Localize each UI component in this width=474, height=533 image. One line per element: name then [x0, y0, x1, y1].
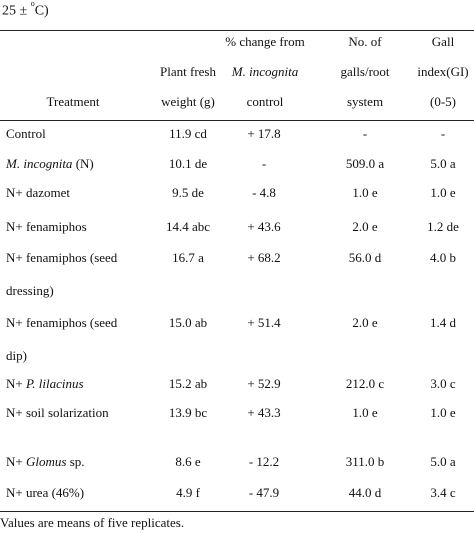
- gall-index-cell: 5.0 a: [430, 454, 456, 469]
- table-caption: 25 ± oC): [2, 0, 49, 20]
- weight-cell: 15.0 ab: [168, 315, 208, 330]
- treatment-text: Control: [6, 126, 46, 141]
- treatment-cell: N+ fenamiphos (seed: [6, 315, 117, 331]
- header-gall-line2: index(GI): [417, 64, 469, 79]
- galls-cell: 1.0 e: [352, 405, 378, 420]
- treatment-text: N+: [6, 454, 26, 469]
- galls-cell: 509.0 a: [345, 156, 385, 171]
- treatment-species: M. incognita: [6, 156, 73, 171]
- galls-cell: 2.0 e: [352, 219, 378, 234]
- header-change-line1: % change from: [225, 34, 305, 49]
- change-cell: - 47.9: [248, 485, 280, 500]
- change-cell: - 12.2: [248, 454, 280, 469]
- galls-cell: 311.0 b: [345, 454, 385, 469]
- treatment-cell-continued: dressing): [6, 283, 54, 298]
- weight-cell: 16.7 a: [172, 250, 204, 265]
- header-rule: [0, 120, 474, 121]
- change-cell: + 68.2: [247, 250, 281, 265]
- gall-index-cell: 4.0 b: [430, 250, 456, 265]
- change-cell: + 17.8: [247, 126, 281, 141]
- galls-cell: -: [362, 126, 368, 141]
- caption-unit: C): [34, 3, 49, 19]
- weight-cell: 15.2 ab: [168, 376, 208, 391]
- header-treatment: Treatment: [46, 94, 100, 109]
- treatment-cell: N+ Glomus sp.: [6, 454, 85, 470]
- treatment-text: N+ fenamiphos (seed: [6, 315, 118, 330]
- treatment-cell: N+ urea (46%): [6, 485, 84, 501]
- gall-index-cell: 1.0 e: [430, 405, 456, 420]
- galls-cell: 44.0 d: [348, 485, 382, 500]
- treatment-suffix: sp.: [66, 454, 85, 469]
- change-cell: + 52.9: [247, 376, 281, 391]
- treatment-cell: N+ P. lilacinus: [6, 376, 84, 392]
- weight-cell: 13.9 bc: [168, 405, 208, 420]
- weight-cell: 8.6 e: [175, 454, 201, 469]
- header-change-line3: control: [246, 94, 284, 109]
- galls-cell: 2.0 e: [352, 315, 378, 330]
- caption-text: 25 ±: [2, 3, 31, 19]
- treatment-cell: N+ dazomet: [6, 185, 70, 201]
- change-cell: -: [261, 156, 267, 171]
- treatment-cell: Control: [6, 126, 46, 142]
- weight-cell: 14.4 abc: [165, 219, 211, 234]
- galls-cell: 1.0 e: [352, 185, 378, 200]
- galls-cell: 56.0 d: [348, 250, 382, 265]
- change-cell: + 43.6: [247, 219, 281, 234]
- header-gall-line3: (0-5): [430, 94, 456, 109]
- header-weight-line2: weight (g): [161, 94, 215, 109]
- treatment-text: N+ dazomet: [6, 185, 71, 200]
- change-cell: + 51.4: [247, 315, 281, 330]
- treatment-cell-continued: dip): [6, 348, 27, 363]
- change-cell: + 43.3: [247, 405, 281, 420]
- treatment-text: N+ urea (46%): [6, 485, 85, 500]
- gall-index-cell: 3.0 c: [430, 376, 456, 391]
- treatment-text: N+ fenamiphos (seed: [6, 250, 118, 265]
- treatment-suffix: (N): [72, 156, 94, 171]
- bottom-rule: [0, 511, 474, 512]
- gall-index-cell: -: [440, 126, 446, 141]
- treatment-cell: N+ soil solarization: [6, 405, 109, 421]
- gall-index-cell: 1.4 d: [430, 315, 456, 330]
- treatment-cell: N+ fenamiphos (seed: [6, 250, 117, 266]
- treatment-text: N+ soil solarization: [6, 405, 109, 420]
- weight-cell: 9.5 de: [172, 185, 204, 200]
- gall-index-cell: 1.2 de: [427, 219, 459, 234]
- gall-index-cell: 1.0 e: [430, 185, 456, 200]
- header-change-line2: M. incognita: [231, 64, 299, 79]
- top-rule: [0, 30, 474, 31]
- galls-cell: 212.0 c: [345, 376, 385, 391]
- treatment-text: N+ fenamiphos: [6, 219, 87, 234]
- header-galls-line3: system: [346, 94, 384, 109]
- treatment-species: P. lilacinus: [25, 376, 84, 391]
- weight-cell: 11.9 cd: [169, 126, 207, 141]
- change-cell: - 4.8: [252, 185, 276, 200]
- header-galls-line2: galls/root: [340, 64, 390, 79]
- weight-cell: 4.9 f: [176, 485, 200, 500]
- gall-index-cell: 3.4 c: [430, 485, 456, 500]
- header-galls-line1: No. of: [348, 34, 382, 49]
- treatment-species: Glomus: [25, 454, 67, 469]
- header-weight-line1: Plant fresh: [160, 64, 216, 79]
- header-gall-line1: Gall: [431, 34, 455, 49]
- treatment-cell: M. incognita (N): [6, 156, 94, 172]
- treatment-cell: N+ fenamiphos: [6, 219, 87, 235]
- caption-degree: o: [30, 0, 35, 8]
- table-footnote: Values are means of five replicates.: [0, 515, 185, 530]
- weight-cell: 10.1 de: [168, 156, 208, 171]
- gall-index-cell: 5.0 a: [430, 156, 456, 171]
- treatment-text: N+: [6, 376, 26, 391]
